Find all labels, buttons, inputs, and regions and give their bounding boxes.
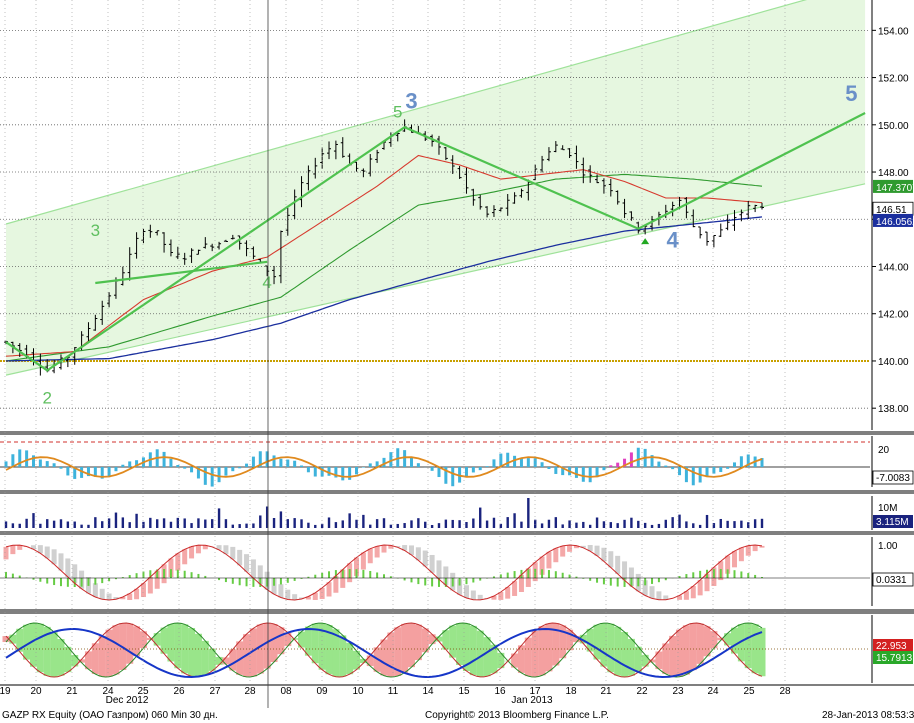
stochastic-panel [0,544,870,601]
wave-label: 4 [262,273,271,292]
footer-ticker: GAZP RX Equity (ОАО Газпром) 060 Min 30 … [2,710,218,721]
x-tick-label: 25 [743,686,755,697]
x-tick-label: 24 [707,686,719,697]
x-tick-label: 23 [672,686,684,697]
channel-upper-line [5,0,808,225]
month-label: Dec 2012 [106,695,149,706]
last-value-label: 146.0562 [876,217,914,228]
x-tick-label: 25 [137,686,149,697]
price-tick-label: 150.00 [878,121,909,132]
wave-line-0 [5,112,866,372]
x-tick-label: 19 [0,686,11,697]
ma-green-line [5,173,763,362]
last-value-box [873,639,913,652]
wave-label: 4 [667,228,680,253]
last-value-box [873,651,913,664]
dmi-plus-line [5,622,763,678]
wave-label: 5 [845,81,857,106]
osc-tick-label: 20 [878,445,890,456]
price-tick-label: 148.00 [878,168,909,179]
x-tick-label: 16 [494,686,506,697]
x-tick-label: 27 [209,686,221,697]
dmi-last-value-green: 15.7913 [876,653,913,664]
x-tick-label: 08 [280,686,292,697]
last-value-label: 146.51 [876,205,907,216]
price-bars [4,119,764,376]
footer-copyright: Copyright© 2013 Bloomberg Finance L.P. [425,710,609,721]
wave-label: 2 [43,388,52,407]
wave-label: 3 [91,221,100,240]
osc-axis: 20 -7.0083 [871,436,914,487]
last-value-box [873,213,913,227]
x-tick-label: 11 [388,686,399,697]
x-tick-label: 14 [422,686,434,697]
x-axis: 19 20 21 24 25 26 27 28 08 09 10 11 14 15 16 17 18 21 22 23… [0,0,791,708]
stochastic-axis: 1.00 0.0331 [871,537,914,606]
osc-signal-line [5,456,763,478]
x-tick-label: 10 [352,686,364,697]
month-label: Jan 2013 [511,695,553,706]
wave-label: 5 [393,103,402,122]
dmi-adx-line [5,627,763,679]
price-tick-label: 154.00 [878,26,909,37]
last-value-box [873,515,913,528]
volume-panel [4,498,764,528]
stoch-k-line [5,544,763,601]
dmi-panel [0,622,870,679]
channel-fill [6,0,866,376]
chart-svg: 138.00140.00142.00144.00146.00148.00150.… [0,0,914,708]
x-tick-label: 09 [316,686,328,697]
volume-tick-label: 10M [878,503,897,514]
price-tick-label: 144.00 [878,262,909,273]
wave-line-1 [95,260,268,285]
panel-separator [0,490,914,494]
last-value-box [873,179,913,193]
x-tick-label: 20 [30,686,42,697]
x-tick-label: 17 [529,686,541,697]
price-tick-label: 140.00 [878,357,909,368]
up-arrow-icon [641,238,650,245]
channel-lower-line [5,183,866,376]
x-tick-label: 22 [636,686,648,697]
panel-separator [0,431,914,435]
x-tick-label: 15 [458,686,470,697]
x-tick-label: 28 [244,686,256,697]
ma-red-line [5,154,763,357]
last-value-box [872,470,914,485]
last-value-box [872,572,914,587]
price-y-axis: 138.00140.00142.00144.00146.00148.00150.… [871,0,914,430]
volume-last-value: 3.115M [876,517,909,528]
price-panel: 138.00140.00142.00144.00146.00148.00150.… [0,0,914,430]
price-tick-label: 142.00 [878,310,909,321]
stoch-last-value: 0.0331 [876,575,907,586]
panel-separator [0,531,914,535]
osc-last-value: -7.0083 [876,473,910,484]
x-tick-label: 24 [102,686,114,697]
x-tick-label: 21 [66,686,78,697]
x-tick-label: 26 [173,686,185,697]
price-tick-label: 152.00 [878,74,909,85]
panel-separator [0,609,914,614]
footer-timestamp: 28-Jan-2013 08:53:36 [822,710,914,721]
dmi-last-value-red: 22.953 [876,641,907,652]
stoch-tick-label: 1.00 [878,541,898,552]
price-tick-label: 138.00 [878,404,909,415]
dmi-minus-line [5,622,763,678]
ma-blue-line [5,216,763,362]
x-tick-label: 28 [779,686,791,697]
x-tick-label: 18 [565,686,577,697]
wave-label: 3 [405,88,417,113]
oscillator-panel [0,441,870,487]
last-value-label: 147.3707 [876,183,914,194]
volume-axis: 10M 3.115M [871,496,913,530]
x-tick-label: 21 [600,686,612,697]
panel-separator [0,684,914,686]
